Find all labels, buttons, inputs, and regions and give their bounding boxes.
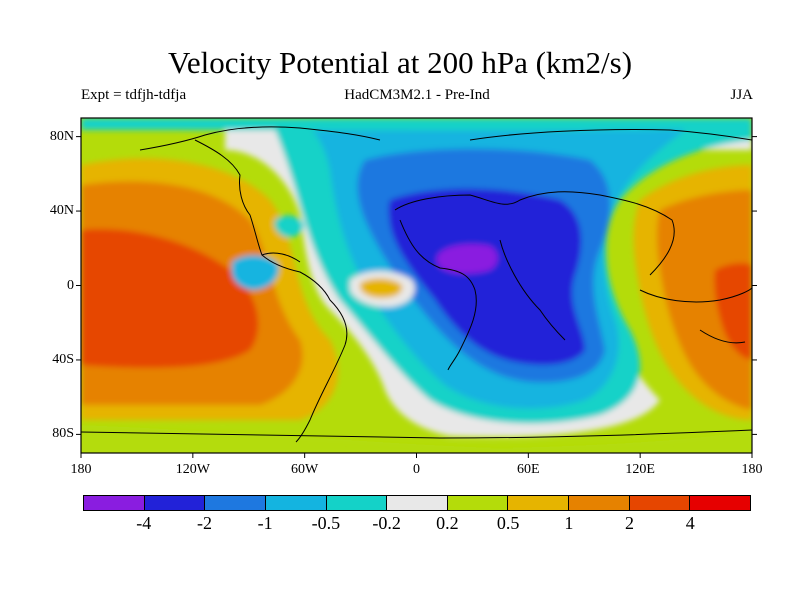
colorbar-segment bbox=[447, 496, 509, 510]
colorbar-label: 2 bbox=[625, 513, 635, 533]
lon-ticks bbox=[80, 453, 753, 458]
lat-label: 80N bbox=[49, 128, 74, 144]
velocity-potential-field bbox=[81, 118, 752, 453]
colorbar bbox=[83, 495, 751, 511]
colorbar-segment bbox=[84, 496, 145, 510]
lon-label: 120W bbox=[175, 462, 210, 477]
lat-label: 40N bbox=[49, 203, 74, 219]
lon-label: 0 bbox=[413, 462, 420, 477]
lon-label: 180 bbox=[70, 462, 92, 477]
colorbar-label: -0.2 bbox=[372, 513, 401, 533]
chart-title: Velocity Potential at 200 hPa (km2/s) bbox=[167, 45, 633, 80]
lon-label: 60W bbox=[291, 462, 319, 477]
colorbar-label: -4 bbox=[136, 513, 152, 533]
lon-label: 60E bbox=[517, 462, 540, 477]
colorbar-label: -2 bbox=[196, 513, 212, 533]
colorbar-label: -0.5 bbox=[311, 513, 341, 533]
colorbar-label: 0.2 bbox=[436, 513, 459, 533]
lat-label: 80S bbox=[52, 426, 74, 442]
colorbar-segment bbox=[629, 496, 691, 510]
colorbar-segment bbox=[205, 496, 266, 510]
colorbar-label: 1 bbox=[564, 513, 574, 533]
lon-label: 180 bbox=[741, 462, 763, 477]
colorbar-label: 0.5 bbox=[496, 513, 520, 533]
colorbar-segment bbox=[326, 496, 388, 510]
colorbar-segment bbox=[569, 496, 630, 510]
experiment-label: Expt = tdfjh-tdfja bbox=[81, 87, 187, 103]
lat-ticks bbox=[76, 136, 757, 435]
model-label: HadCM3M2.1 - Pre-Ind bbox=[344, 87, 490, 103]
colorbar-label: -1 bbox=[257, 513, 273, 533]
colorbar-segment bbox=[265, 496, 327, 510]
colorbar-segment bbox=[690, 496, 751, 510]
colorbar-segment bbox=[387, 496, 448, 510]
coastlines bbox=[81, 126, 752, 443]
lat-label: 40S bbox=[52, 351, 74, 367]
season-label: JJA bbox=[730, 87, 753, 103]
colorbar-segment bbox=[508, 496, 570, 510]
lon-label: 120E bbox=[625, 462, 655, 477]
colorbar-label: 4 bbox=[685, 513, 695, 533]
lat-label: 0 bbox=[67, 277, 74, 293]
colorbar-segment bbox=[144, 496, 206, 510]
